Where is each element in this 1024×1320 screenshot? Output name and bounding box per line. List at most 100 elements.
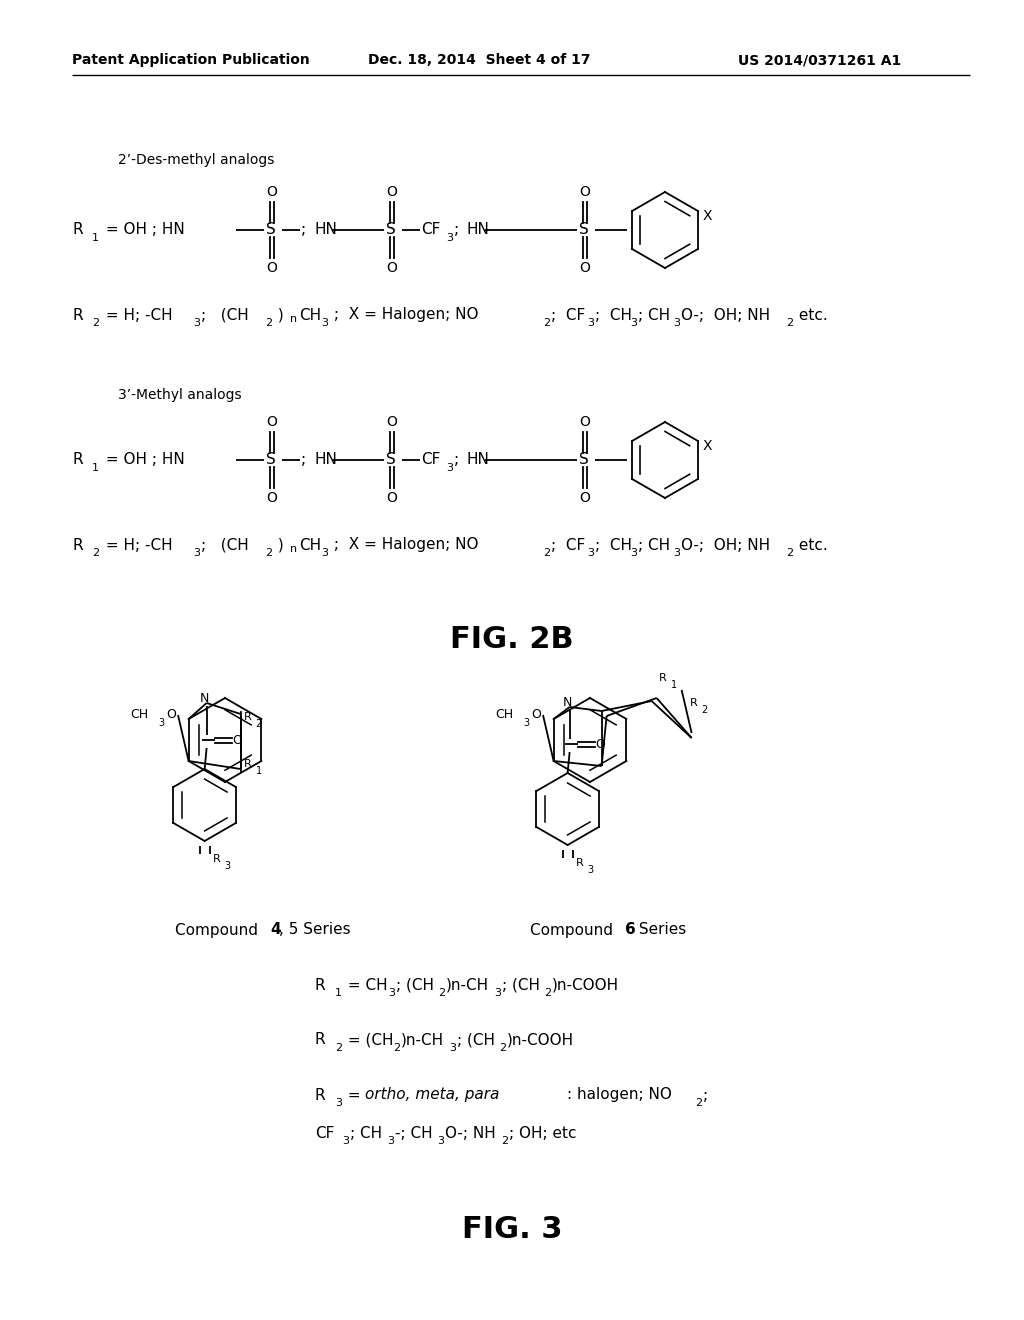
Text: n: n: [290, 544, 297, 554]
Text: ; (CH: ; (CH: [502, 978, 540, 993]
Text: 1: 1: [92, 463, 99, 473]
Text: CH: CH: [130, 709, 148, 722]
Text: ; (CH: ; (CH: [396, 978, 434, 993]
Text: R: R: [689, 698, 697, 708]
Text: O-;  OH; NH: O-; OH; NH: [681, 537, 770, 553]
Text: X: X: [702, 209, 713, 223]
Text: HN: HN: [314, 453, 337, 467]
Text: N: N: [562, 696, 572, 709]
Text: =: =: [343, 1088, 366, 1102]
Text: R: R: [72, 537, 83, 553]
Text: = OH ; HN: = OH ; HN: [101, 223, 184, 238]
Text: O: O: [579, 261, 590, 275]
Text: 3: 3: [449, 1043, 456, 1053]
Text: CF: CF: [421, 223, 440, 238]
Text: )n-CH: )n-CH: [446, 978, 489, 993]
Text: 3: 3: [437, 1137, 444, 1146]
Text: 3: 3: [387, 1137, 394, 1146]
Text: 3: 3: [673, 318, 680, 327]
Text: = CH: = CH: [343, 978, 388, 993]
Text: n: n: [290, 314, 297, 323]
Text: HN: HN: [467, 453, 489, 467]
Text: 2: 2: [256, 719, 262, 729]
Text: O: O: [386, 261, 397, 275]
Text: R: R: [658, 673, 667, 682]
Text: O: O: [579, 414, 590, 429]
Text: ; (CH: ; (CH: [457, 1032, 495, 1048]
Text: S: S: [386, 223, 395, 238]
Text: CH: CH: [299, 308, 322, 322]
Text: , 5 Series: , 5 Series: [279, 923, 350, 937]
Text: 1: 1: [671, 680, 677, 690]
Text: 3: 3: [335, 1098, 342, 1107]
Text: Compound: Compound: [175, 923, 263, 937]
Text: 2: 2: [335, 1043, 342, 1053]
Text: ;  CF: ; CF: [551, 308, 586, 322]
Text: ;  X = Halogen; NO: ; X = Halogen; NO: [329, 537, 478, 553]
Text: O: O: [386, 185, 397, 199]
Text: R: R: [575, 858, 584, 869]
Text: O: O: [579, 185, 590, 199]
Text: N: N: [200, 692, 209, 705]
Text: O-;  OH; NH: O-; OH; NH: [681, 308, 770, 322]
Text: CF: CF: [315, 1126, 335, 1140]
Text: 3: 3: [630, 548, 637, 558]
Text: 2: 2: [265, 318, 272, 327]
Text: R: R: [72, 308, 83, 322]
Text: S: S: [266, 453, 275, 467]
Text: = H; -CH: = H; -CH: [101, 308, 173, 322]
Text: 3: 3: [388, 987, 395, 998]
Text: )n-COOH: )n-COOH: [507, 1032, 574, 1048]
Text: ; OH; etc: ; OH; etc: [509, 1126, 577, 1140]
Text: R: R: [315, 1088, 326, 1102]
Text: 3: 3: [446, 463, 453, 473]
Text: ;  X = Halogen; NO: ; X = Halogen; NO: [329, 308, 478, 322]
Text: R: R: [244, 711, 251, 722]
Text: O: O: [266, 414, 276, 429]
Text: 3: 3: [321, 548, 328, 558]
Text: Patent Application Publication: Patent Application Publication: [72, 53, 309, 67]
Text: 2: 2: [695, 1098, 702, 1107]
Text: R: R: [213, 854, 220, 865]
Text: ;  CH: ; CH: [595, 537, 632, 553]
Text: X: X: [702, 440, 713, 453]
Text: ; CH: ; CH: [638, 537, 670, 553]
Text: )n-CH: )n-CH: [401, 1032, 444, 1048]
Text: ; CH: ; CH: [350, 1126, 382, 1140]
Text: 2: 2: [701, 705, 708, 715]
Text: ;  CH: ; CH: [595, 308, 632, 322]
Text: S: S: [579, 223, 589, 238]
Text: S: S: [579, 453, 589, 467]
Text: O-; NH: O-; NH: [445, 1126, 496, 1140]
Text: ;   (CH: ; (CH: [201, 537, 249, 553]
Text: R: R: [72, 453, 83, 467]
Text: ;: ;: [454, 223, 459, 238]
Text: 2: 2: [544, 987, 551, 998]
Text: ): ): [273, 537, 284, 553]
Text: Compound: Compound: [530, 923, 617, 937]
Text: = OH ; HN: = OH ; HN: [101, 453, 184, 467]
Text: 3: 3: [587, 548, 594, 558]
Text: ;: ;: [301, 453, 306, 467]
Text: 2’-Des-methyl analogs: 2’-Des-methyl analogs: [118, 153, 274, 168]
Text: O: O: [531, 709, 541, 722]
Text: 3: 3: [494, 987, 501, 998]
Text: O: O: [596, 738, 605, 751]
Text: 2: 2: [543, 548, 550, 558]
Text: HN: HN: [467, 223, 489, 238]
Text: CF: CF: [421, 453, 440, 467]
Text: etc.: etc.: [794, 308, 827, 322]
Text: 3: 3: [446, 234, 453, 243]
Text: FIG. 2B: FIG. 2B: [451, 626, 573, 655]
Text: ;   (CH: ; (CH: [201, 308, 249, 322]
Text: CH: CH: [495, 709, 513, 722]
Text: HN: HN: [314, 223, 337, 238]
Text: S: S: [386, 453, 395, 467]
Text: 3: 3: [588, 865, 594, 875]
Text: 3: 3: [673, 548, 680, 558]
Text: ;: ;: [301, 223, 306, 238]
Text: 2: 2: [543, 318, 550, 327]
Text: 2: 2: [438, 987, 445, 998]
Text: ;: ;: [703, 1088, 709, 1102]
Text: O: O: [232, 734, 243, 747]
